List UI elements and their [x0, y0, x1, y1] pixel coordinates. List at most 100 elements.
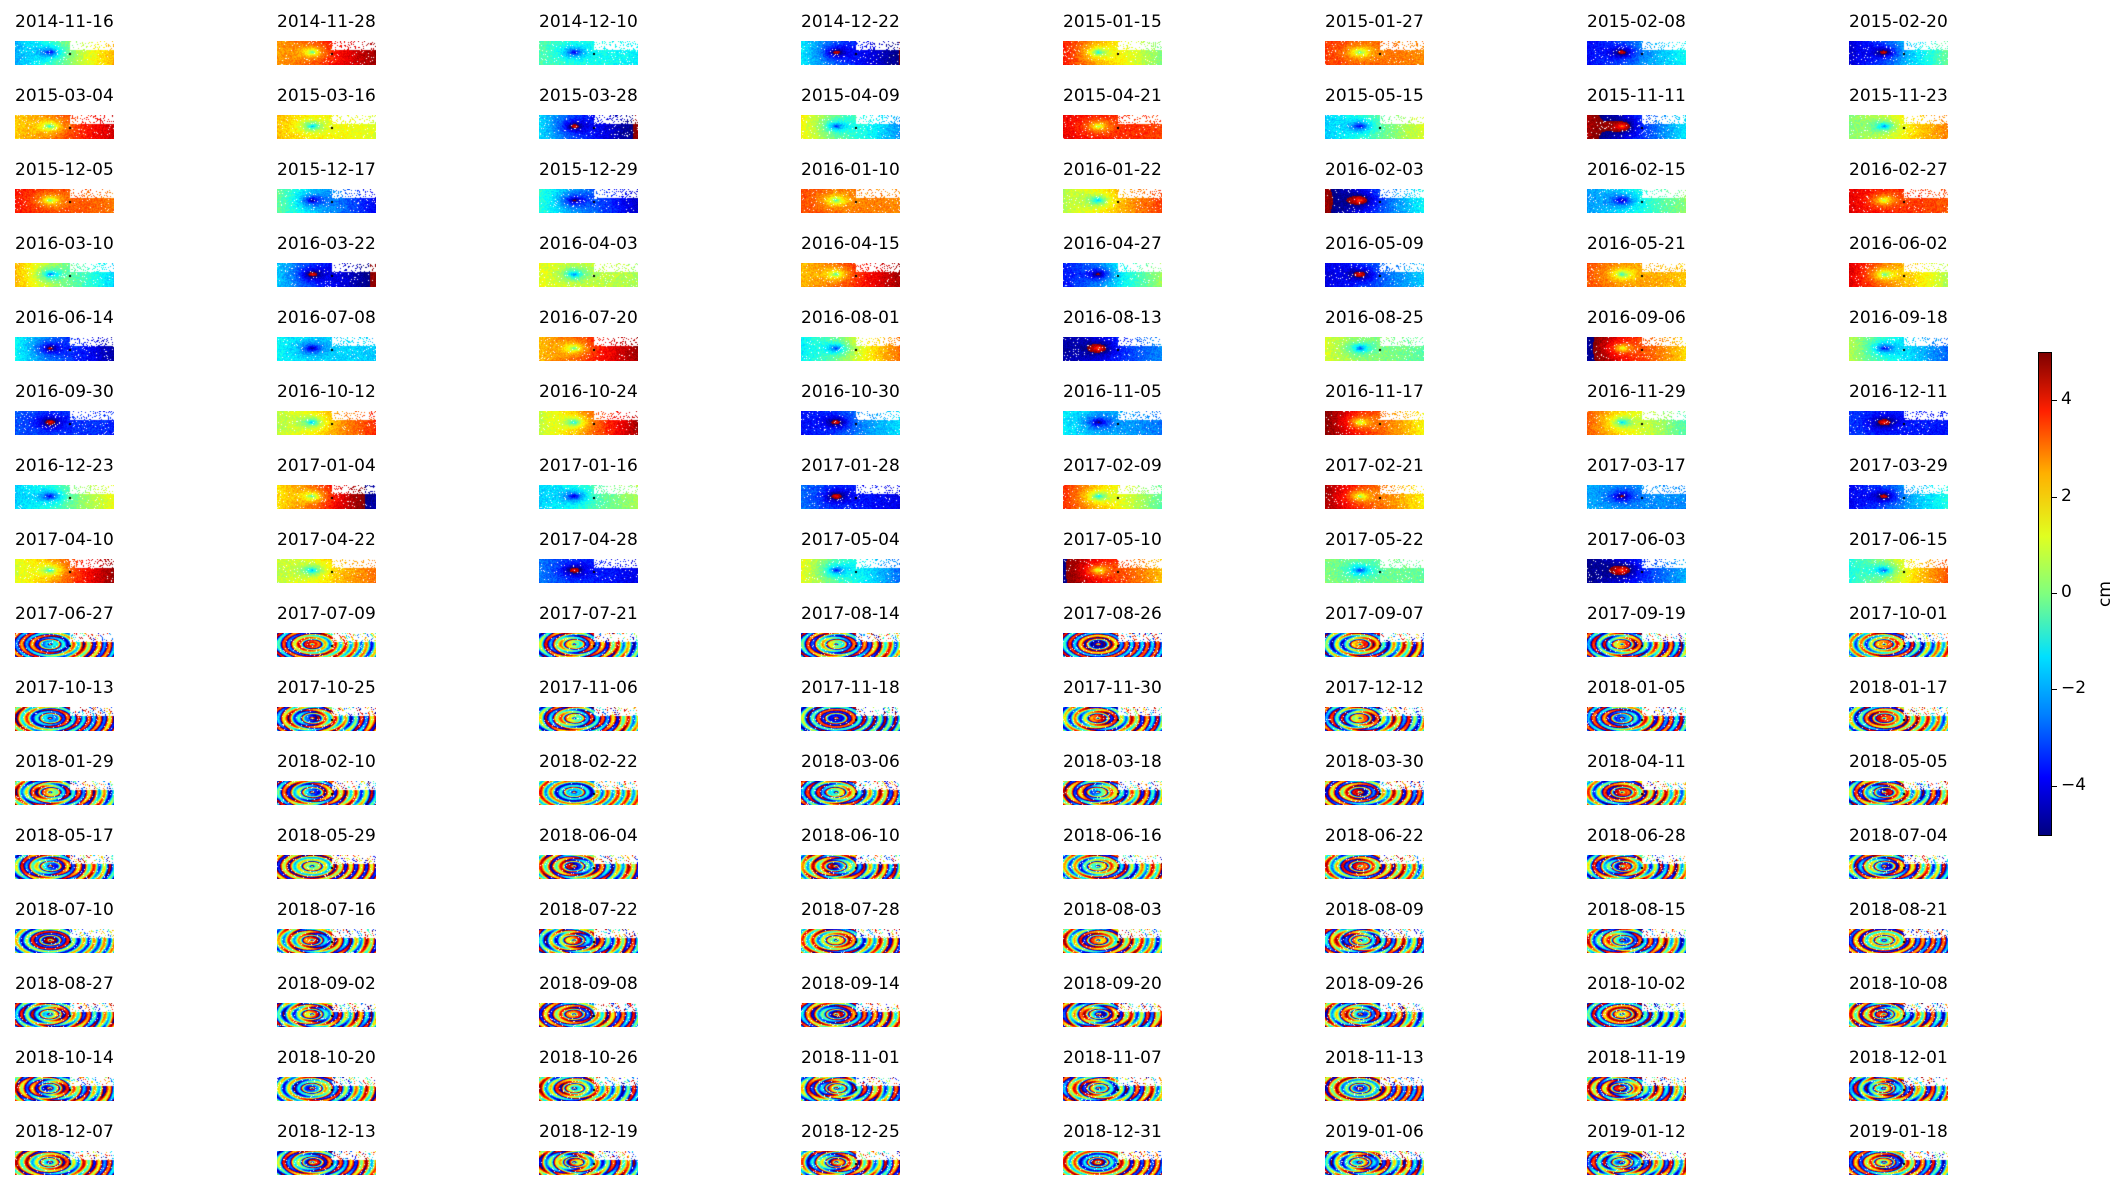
deformation-map [1849, 41, 1948, 65]
deformation-map [15, 411, 114, 435]
panel-date-title: 2015-03-04 [15, 86, 114, 106]
panel-date-title: 2015-03-16 [277, 86, 376, 106]
interferogram-panel: 2017-09-07 [1310, 592, 1424, 657]
deformation-map [15, 115, 114, 139]
colorbar-tick-label: 0 [2061, 582, 2072, 602]
deformation-map [15, 1003, 114, 1027]
deformation-map [15, 337, 114, 361]
deformation-map [1063, 485, 1162, 509]
panel-date-title: 2016-03-10 [15, 234, 114, 254]
panel-date-title: 2018-02-22 [539, 752, 638, 772]
deformation-map [277, 855, 376, 879]
deformation-map [801, 1151, 900, 1175]
panel-date-title: 2017-06-03 [1587, 530, 1686, 550]
deformation-map [539, 41, 638, 65]
interferogram-panel: 2018-06-28 [1572, 814, 1686, 879]
deformation-map [1587, 929, 1686, 953]
panel-date-title: 2019-01-12 [1587, 1122, 1686, 1142]
deformation-map [1587, 263, 1686, 287]
panel-date-title: 2016-03-22 [277, 234, 376, 254]
panel-date-title: 2017-04-10 [15, 530, 114, 550]
interferogram-panel: 2015-04-21 [1048, 74, 1162, 139]
deformation-map [801, 781, 900, 805]
panel-date-title: 2017-02-09 [1063, 456, 1162, 476]
interferogram-panel: 2017-01-04 [262, 444, 376, 509]
interferogram-panel: 2015-02-20 [1834, 0, 1948, 65]
panel-date-title: 2017-04-28 [539, 530, 638, 550]
interferogram-panel: 2018-06-22 [1310, 814, 1424, 879]
panel-date-title: 2017-03-29 [1849, 456, 1948, 476]
panel-date-title: 2015-12-17 [277, 160, 376, 180]
deformation-map [1587, 707, 1686, 731]
panel-date-title: 2016-10-30 [801, 382, 900, 402]
panel-date-title: 2015-04-09 [801, 86, 900, 106]
panel-date-title: 2017-03-17 [1587, 456, 1686, 476]
interferogram-panel: 2019-01-12 [1572, 1110, 1686, 1175]
panel-date-title: 2016-10-24 [539, 382, 638, 402]
interferogram-panel: 2018-12-19 [524, 1110, 638, 1175]
deformation-map [801, 633, 900, 657]
panel-date-title: 2018-10-02 [1587, 974, 1686, 994]
interferogram-panel: 2018-08-09 [1310, 888, 1424, 953]
interferogram-panel: 2016-04-15 [786, 222, 900, 287]
colorbar-label: cm [2094, 581, 2115, 607]
deformation-map [1325, 633, 1424, 657]
deformation-map [1325, 929, 1424, 953]
deformation-map [1587, 559, 1686, 583]
interferogram-panel: 2014-12-22 [786, 0, 900, 65]
panel-date-title: 2019-01-18 [1849, 1122, 1948, 1142]
panel-date-title: 2018-07-16 [277, 900, 376, 920]
colorbar-tick-label: 4 [2061, 389, 2072, 409]
deformation-map [15, 559, 114, 583]
interferogram-panel: 2018-12-01 [1834, 1036, 1948, 1101]
colorbar-tick [2051, 689, 2057, 690]
panel-date-title: 2016-11-05 [1063, 382, 1162, 402]
colorbar-tick [2051, 593, 2057, 594]
interferogram-panel: 2015-04-09 [786, 74, 900, 139]
panel-date-title: 2018-12-31 [1063, 1122, 1162, 1142]
interferogram-panel: 2018-09-08 [524, 962, 638, 1027]
panel-date-title: 2015-04-21 [1063, 86, 1162, 106]
panel-date-title: 2016-07-20 [539, 308, 638, 328]
deformation-map [15, 189, 114, 213]
interferogram-panel: 2016-10-24 [524, 370, 638, 435]
interferogram-panel: 2018-08-15 [1572, 888, 1686, 953]
deformation-map [539, 559, 638, 583]
interferogram-panel: 2018-11-01 [786, 1036, 900, 1101]
interferogram-panel: 2017-11-18 [786, 666, 900, 731]
deformation-map [1849, 707, 1948, 731]
panel-date-title: 2018-03-06 [801, 752, 900, 772]
interferogram-panel: 2014-11-28 [262, 0, 376, 65]
interferogram-panel: 2016-05-09 [1310, 222, 1424, 287]
interferogram-panel: 2015-12-17 [262, 148, 376, 213]
interferogram-panel: 2019-01-18 [1834, 1110, 1948, 1175]
deformation-map [1063, 189, 1162, 213]
deformation-map [539, 263, 638, 287]
panel-date-title: 2017-02-21 [1325, 456, 1424, 476]
deformation-map [1587, 189, 1686, 213]
panel-date-title: 2015-03-28 [539, 86, 638, 106]
panel-date-title: 2018-08-09 [1325, 900, 1424, 920]
panel-date-title: 2018-02-10 [277, 752, 376, 772]
panel-date-title: 2017-11-06 [539, 678, 638, 698]
colorbar-tick-label: 2 [2061, 486, 2072, 506]
interferogram-panel: 2016-12-23 [0, 444, 114, 509]
interferogram-panel: 2015-11-11 [1572, 74, 1686, 139]
deformation-map [1325, 263, 1424, 287]
interferogram-panel: 2018-05-17 [0, 814, 114, 879]
deformation-map [801, 1003, 900, 1027]
deformation-map [801, 41, 900, 65]
deformation-map [1325, 411, 1424, 435]
deformation-map [1325, 337, 1424, 361]
panel-date-title: 2016-12-11 [1849, 382, 1948, 402]
interferogram-panel: 2015-02-08 [1572, 0, 1686, 65]
interferogram-panel: 2017-04-22 [262, 518, 376, 583]
interferogram-panel: 2017-11-06 [524, 666, 638, 731]
panel-date-title: 2018-06-04 [539, 826, 638, 846]
colorbar-tick [2051, 400, 2057, 401]
panel-date-title: 2016-02-27 [1849, 160, 1948, 180]
deformation-map [1063, 1003, 1162, 1027]
interferogram-panel: 2016-03-10 [0, 222, 114, 287]
panel-date-title: 2018-05-17 [15, 826, 114, 846]
interferogram-panel: 2015-11-23 [1834, 74, 1948, 139]
